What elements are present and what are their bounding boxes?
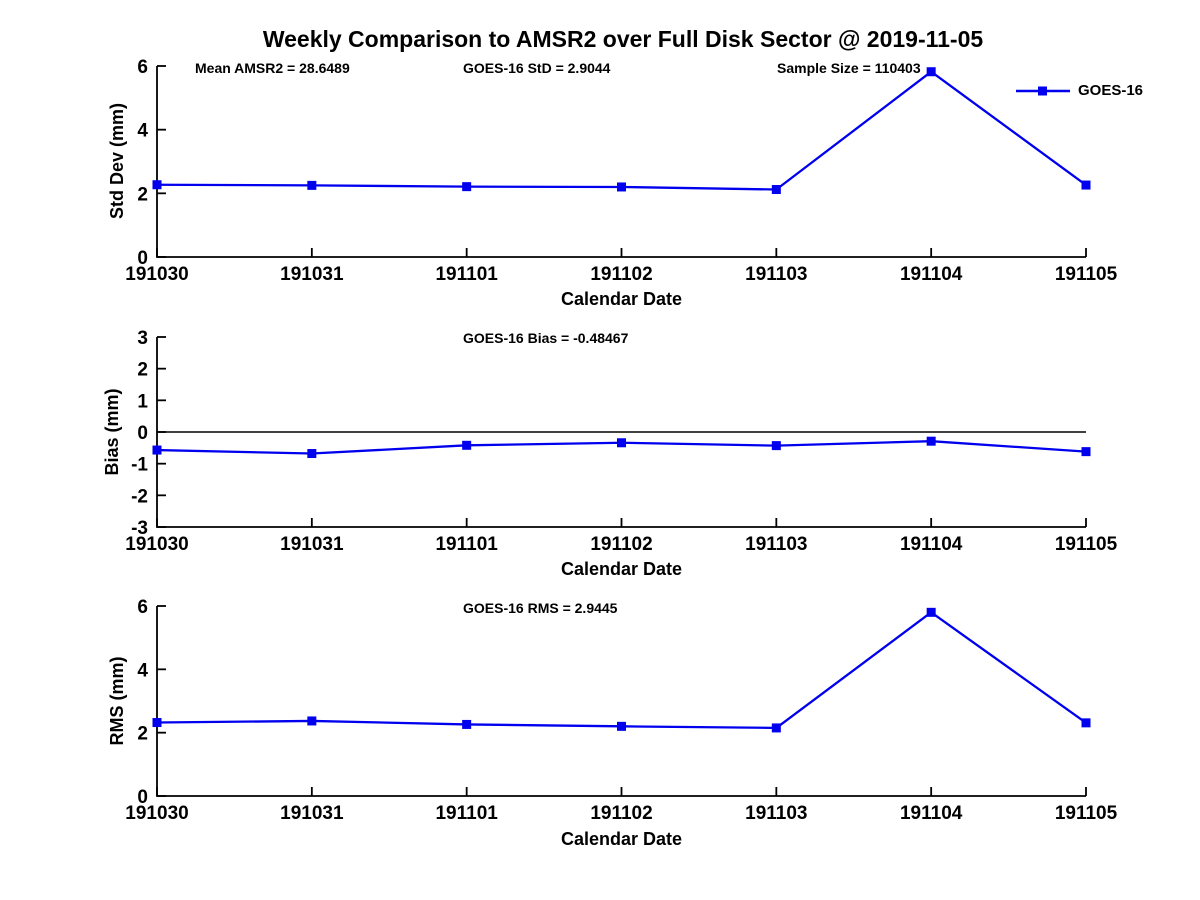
y-tick-label: 1 (137, 391, 148, 412)
x-tick-label: 191101 (435, 264, 498, 285)
y-tick-label: -2 (131, 486, 148, 507)
annotation-goes16-std: GOES-16 StD = 2.9044 (463, 60, 611, 76)
figure-title: Weekly Comparison to AMSR2 over Full Dis… (262, 26, 984, 52)
x-tick-label: 191031 (280, 803, 344, 824)
bias-y-axis-label: Bias (mm) (102, 388, 122, 476)
stddev-x-axis-label: Calendar Date (560, 289, 683, 309)
data-marker (926, 436, 936, 446)
data-marker (771, 441, 781, 451)
y-tick-label: 2 (137, 184, 148, 205)
data-marker (307, 180, 317, 190)
x-tick-label: 191031 (280, 534, 344, 555)
legend: GOES-16 (1016, 82, 1143, 99)
x-tick-label: 191105 (1055, 803, 1118, 824)
x-tick-label: 191103 (745, 534, 807, 555)
y-tick-label: 0 (137, 423, 148, 444)
data-line-goes-16 (156, 610, 1087, 730)
y-tick-label: 2 (137, 724, 148, 745)
data-marker (617, 721, 626, 731)
rms-y-axis-label: RMS (mm) (107, 656, 127, 746)
data-marker (926, 607, 936, 617)
x-tick-label: 191105 (1055, 264, 1118, 285)
x-tick-label: 191030 (125, 264, 188, 285)
x-tick-label: 191103 (745, 264, 807, 285)
x-tick-label: 191105 (1055, 534, 1118, 555)
legend-line-icon (1016, 86, 1070, 95)
x-tick-label: 191031 (280, 264, 344, 285)
data-marker (617, 182, 626, 192)
y-tick-label: 0 (137, 248, 148, 269)
data-marker (771, 185, 781, 195)
data-marker (462, 719, 472, 729)
x-tick-label: 191030 (125, 534, 188, 555)
y-tick-label: 6 (137, 597, 148, 618)
data-marker (152, 718, 162, 728)
data-marker (771, 723, 781, 733)
y-tick-label: 4 (137, 121, 148, 142)
y-tick-label: 3 (137, 328, 148, 349)
y-tick-label: -1 (131, 455, 148, 476)
annotation-sample-size: Sample Size = 110403 (777, 60, 921, 76)
y-tick-label: 0 (137, 787, 148, 808)
y-tick-label: 2 (137, 360, 148, 381)
annotation-goes16-rms: GOES-16 RMS = 2.9445 (463, 600, 618, 616)
y-tick-label: -3 (131, 518, 148, 539)
data-marker (1081, 447, 1091, 457)
annotation-goes16-bias: GOES-16 Bias = -0.48467 (463, 330, 629, 346)
data-marker (1081, 718, 1091, 728)
x-tick-label: 191102 (590, 803, 652, 824)
data-marker (307, 716, 317, 726)
x-tick-label: 191104 (900, 803, 963, 824)
data-marker (152, 180, 162, 190)
data-marker (462, 182, 472, 192)
data-marker (152, 445, 162, 455)
axis-spine (156, 66, 1086, 258)
data-marker (926, 67, 936, 77)
x-tick-label: 191030 (125, 803, 188, 824)
y-tick-label: 4 (137, 660, 148, 681)
x-tick-label: 191104 (900, 264, 963, 285)
y-tick-label: 6 (137, 57, 148, 78)
data-marker (307, 449, 317, 459)
x-tick-label: 191101 (435, 803, 498, 824)
annotation-mean-amsr2: Mean AMSR2 = 28.6489 (195, 60, 350, 76)
legend-label: GOES-16 (1078, 82, 1144, 99)
bias-x-axis-label: Calendar Date (560, 559, 683, 579)
rms-x-axis-label: Calendar Date (560, 829, 683, 849)
data-marker (617, 438, 626, 448)
x-tick-label: 191102 (590, 534, 652, 555)
x-tick-label: 191104 (900, 534, 963, 555)
data-marker (462, 440, 472, 450)
x-tick-label: 191102 (590, 264, 652, 285)
axis-spine (156, 606, 1086, 797)
stddev-y-axis-label: Std Dev (mm) (107, 103, 127, 220)
data-line-goes-16 (156, 70, 1087, 191)
data-marker (1081, 180, 1091, 190)
x-tick-label: 191101 (435, 534, 498, 555)
x-tick-label: 191103 (745, 803, 807, 824)
